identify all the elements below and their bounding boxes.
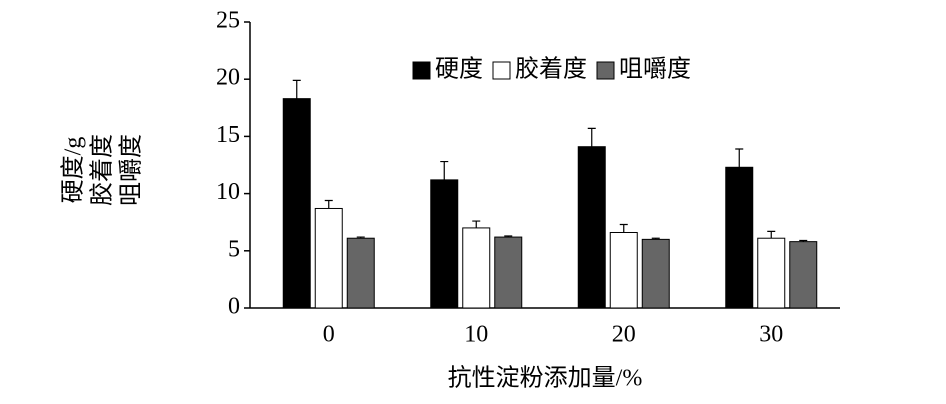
error-bar <box>735 148 744 168</box>
error-bar <box>651 237 660 240</box>
bar <box>609 231 638 309</box>
x-tick-label: 10 <box>464 322 488 348</box>
error-bar <box>324 199 333 209</box>
x-axis-label: 抗性淀粉添加量/% <box>448 365 643 392</box>
bar <box>641 238 670 309</box>
y-tick-label: 20 <box>216 65 240 91</box>
y-axis-label: 胶着度 <box>89 134 116 206</box>
error-bar <box>619 223 628 233</box>
bar <box>430 179 459 309</box>
error-bar <box>292 79 301 99</box>
y-axis-label: 硬度/g <box>60 137 87 204</box>
bar <box>789 241 818 309</box>
bar <box>346 237 375 309</box>
x-tick-label: 0 <box>323 322 335 348</box>
bar <box>314 207 343 309</box>
y-axis-label: 咀嚼度 <box>118 134 145 206</box>
legend-label: 硬度 <box>435 56 483 83</box>
y-tick-label: 0 <box>228 294 240 320</box>
legend-swatch <box>596 61 615 80</box>
error-bar <box>504 235 513 238</box>
bar <box>577 146 606 309</box>
bar <box>757 237 786 309</box>
y-tick-label: 5 <box>228 236 240 262</box>
error-bar <box>767 230 776 239</box>
bar <box>725 166 754 309</box>
error-bar <box>472 220 481 228</box>
legend-label: 胶着度 <box>515 56 587 83</box>
x-tick-label: 30 <box>759 322 783 348</box>
error-bar <box>799 239 808 242</box>
y-tick-label: 10 <box>216 179 240 205</box>
bar <box>494 236 523 309</box>
bar <box>462 227 491 309</box>
error-bar <box>440 160 449 180</box>
error-bar <box>587 127 596 147</box>
x-tick-label: 20 <box>612 322 636 348</box>
y-tick-label: 15 <box>216 122 240 148</box>
legend-swatch <box>412 61 431 80</box>
y-tick-label: 25 <box>216 8 240 34</box>
error-bar <box>356 236 365 239</box>
legend-swatch <box>492 61 511 80</box>
legend-label: 咀嚼度 <box>619 56 691 83</box>
bar <box>282 98 311 309</box>
